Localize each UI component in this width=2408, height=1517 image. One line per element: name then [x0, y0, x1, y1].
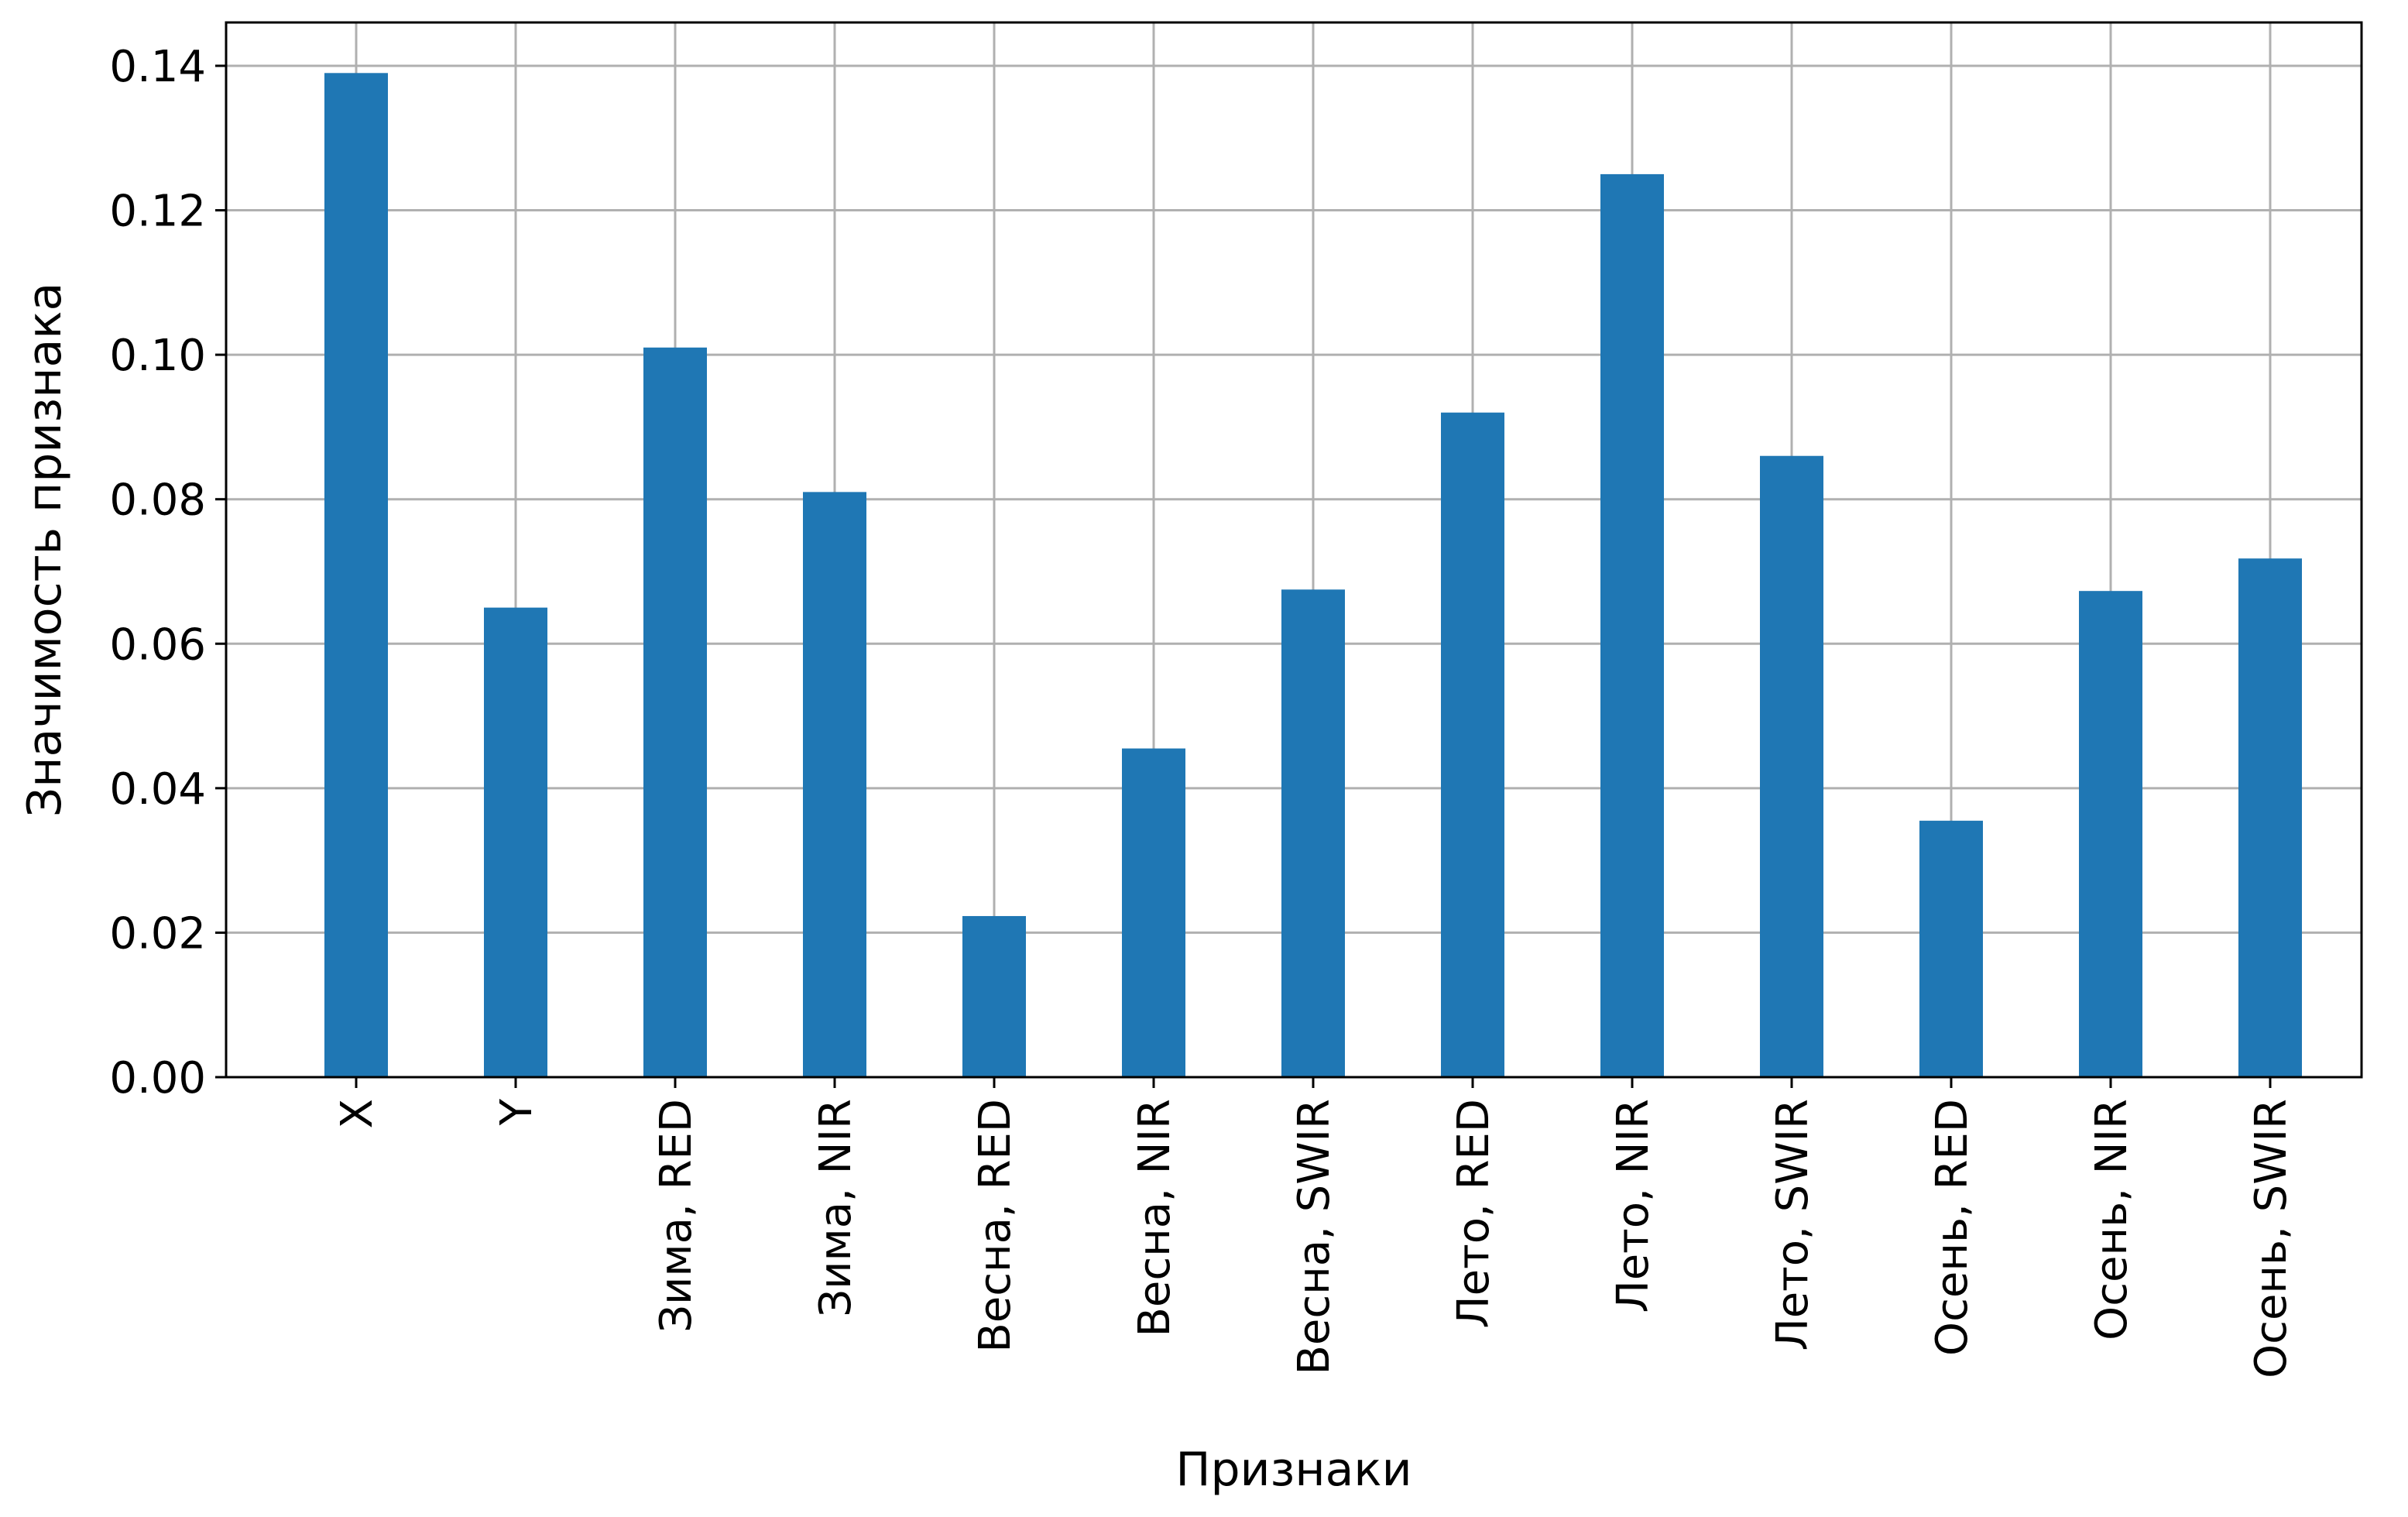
bar	[324, 73, 388, 1077]
y-tick-label: 0.02	[109, 908, 206, 959]
bar	[1441, 412, 1504, 1077]
x-tick-label: Зима, NIR	[811, 1099, 861, 1317]
x-tick-label: Осень, SWIR	[2246, 1099, 2297, 1378]
x-tick-label: Лето, NIR	[1608, 1099, 1659, 1313]
y-tick-label: 0.14	[109, 42, 206, 92]
bar	[1122, 748, 1185, 1077]
plot-frame	[225, 21, 2363, 1079]
bar	[1919, 820, 1983, 1077]
bar	[962, 915, 1026, 1077]
x-tick-label: Лето, SWIR	[1768, 1099, 1818, 1351]
x-axis-ticks: X Y Зима, RED Зима, NIR Весна, RED Весна, NIR…	[332, 1077, 2297, 1378]
y-axis-label: Значимость признака	[18, 283, 72, 817]
x-tick-label: Зима, RED	[651, 1099, 701, 1333]
bar	[1760, 455, 1823, 1077]
y-tick-label: 0.06	[109, 619, 206, 670]
bar	[2079, 591, 2142, 1077]
y-axis-ticks: 0.00 0.02 0.04 0.06 0.08 0.10 0.12 0.14	[109, 42, 226, 1103]
bar	[643, 347, 707, 1077]
bar	[484, 607, 547, 1077]
x-axis-label: Признаки	[1175, 1443, 1412, 1497]
x-tick-label: Весна, NIR	[1130, 1099, 1180, 1337]
y-tick-label: 0.12	[109, 187, 206, 237]
x-tick-label: X	[332, 1099, 382, 1128]
y-tick-label: 0.08	[109, 475, 206, 526]
x-tick-label: Весна, RED	[970, 1099, 1020, 1353]
x-tick-label: Весна, SWIR	[1289, 1099, 1339, 1375]
y-tick-label: 0.04	[109, 764, 206, 815]
y-tick-label: 0.10	[109, 331, 206, 381]
x-tick-label: Осень, NIR	[2087, 1099, 2137, 1340]
x-tick-label: Y	[492, 1098, 542, 1126]
bar	[803, 492, 866, 1077]
bar	[1600, 173, 1664, 1078]
x-tick-label: Осень, RED	[1927, 1099, 1978, 1356]
bar	[1281, 589, 1345, 1077]
y-tick-label: 0.00	[109, 1053, 206, 1103]
bars	[324, 73, 2302, 1078]
bar	[2238, 558, 2302, 1077]
x-tick-label: Лето, RED	[1449, 1099, 1499, 1328]
